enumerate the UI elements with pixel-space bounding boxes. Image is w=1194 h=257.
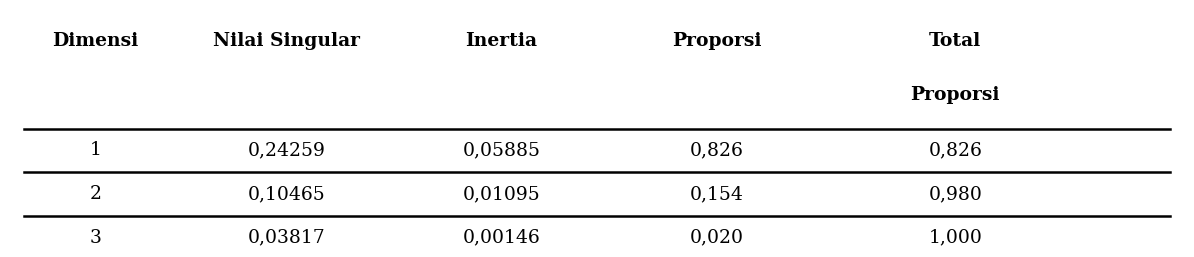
Text: 0,05885: 0,05885 [462,141,541,159]
Text: Proporsi: Proporsi [672,32,761,50]
Text: 2: 2 [90,185,101,203]
Text: 0,826: 0,826 [928,141,983,159]
Text: 0,980: 0,980 [928,185,983,203]
Text: Inertia: Inertia [466,32,537,50]
Text: Proporsi: Proporsi [911,86,999,104]
Text: 1,000: 1,000 [928,229,983,247]
Text: Total: Total [929,32,981,50]
Text: 0,00146: 0,00146 [462,229,541,247]
Text: Dimensi: Dimensi [53,32,139,50]
Text: 1: 1 [90,141,101,159]
Text: Nilai Singular: Nilai Singular [213,32,361,50]
Text: 0,03817: 0,03817 [247,229,326,247]
Text: 0,826: 0,826 [689,141,744,159]
Text: 0,01095: 0,01095 [462,185,541,203]
Text: 3: 3 [90,229,101,247]
Text: 0,24259: 0,24259 [247,141,326,159]
Text: 0,020: 0,020 [689,229,744,247]
Text: 0,10465: 0,10465 [247,185,326,203]
Text: 0,154: 0,154 [689,185,744,203]
